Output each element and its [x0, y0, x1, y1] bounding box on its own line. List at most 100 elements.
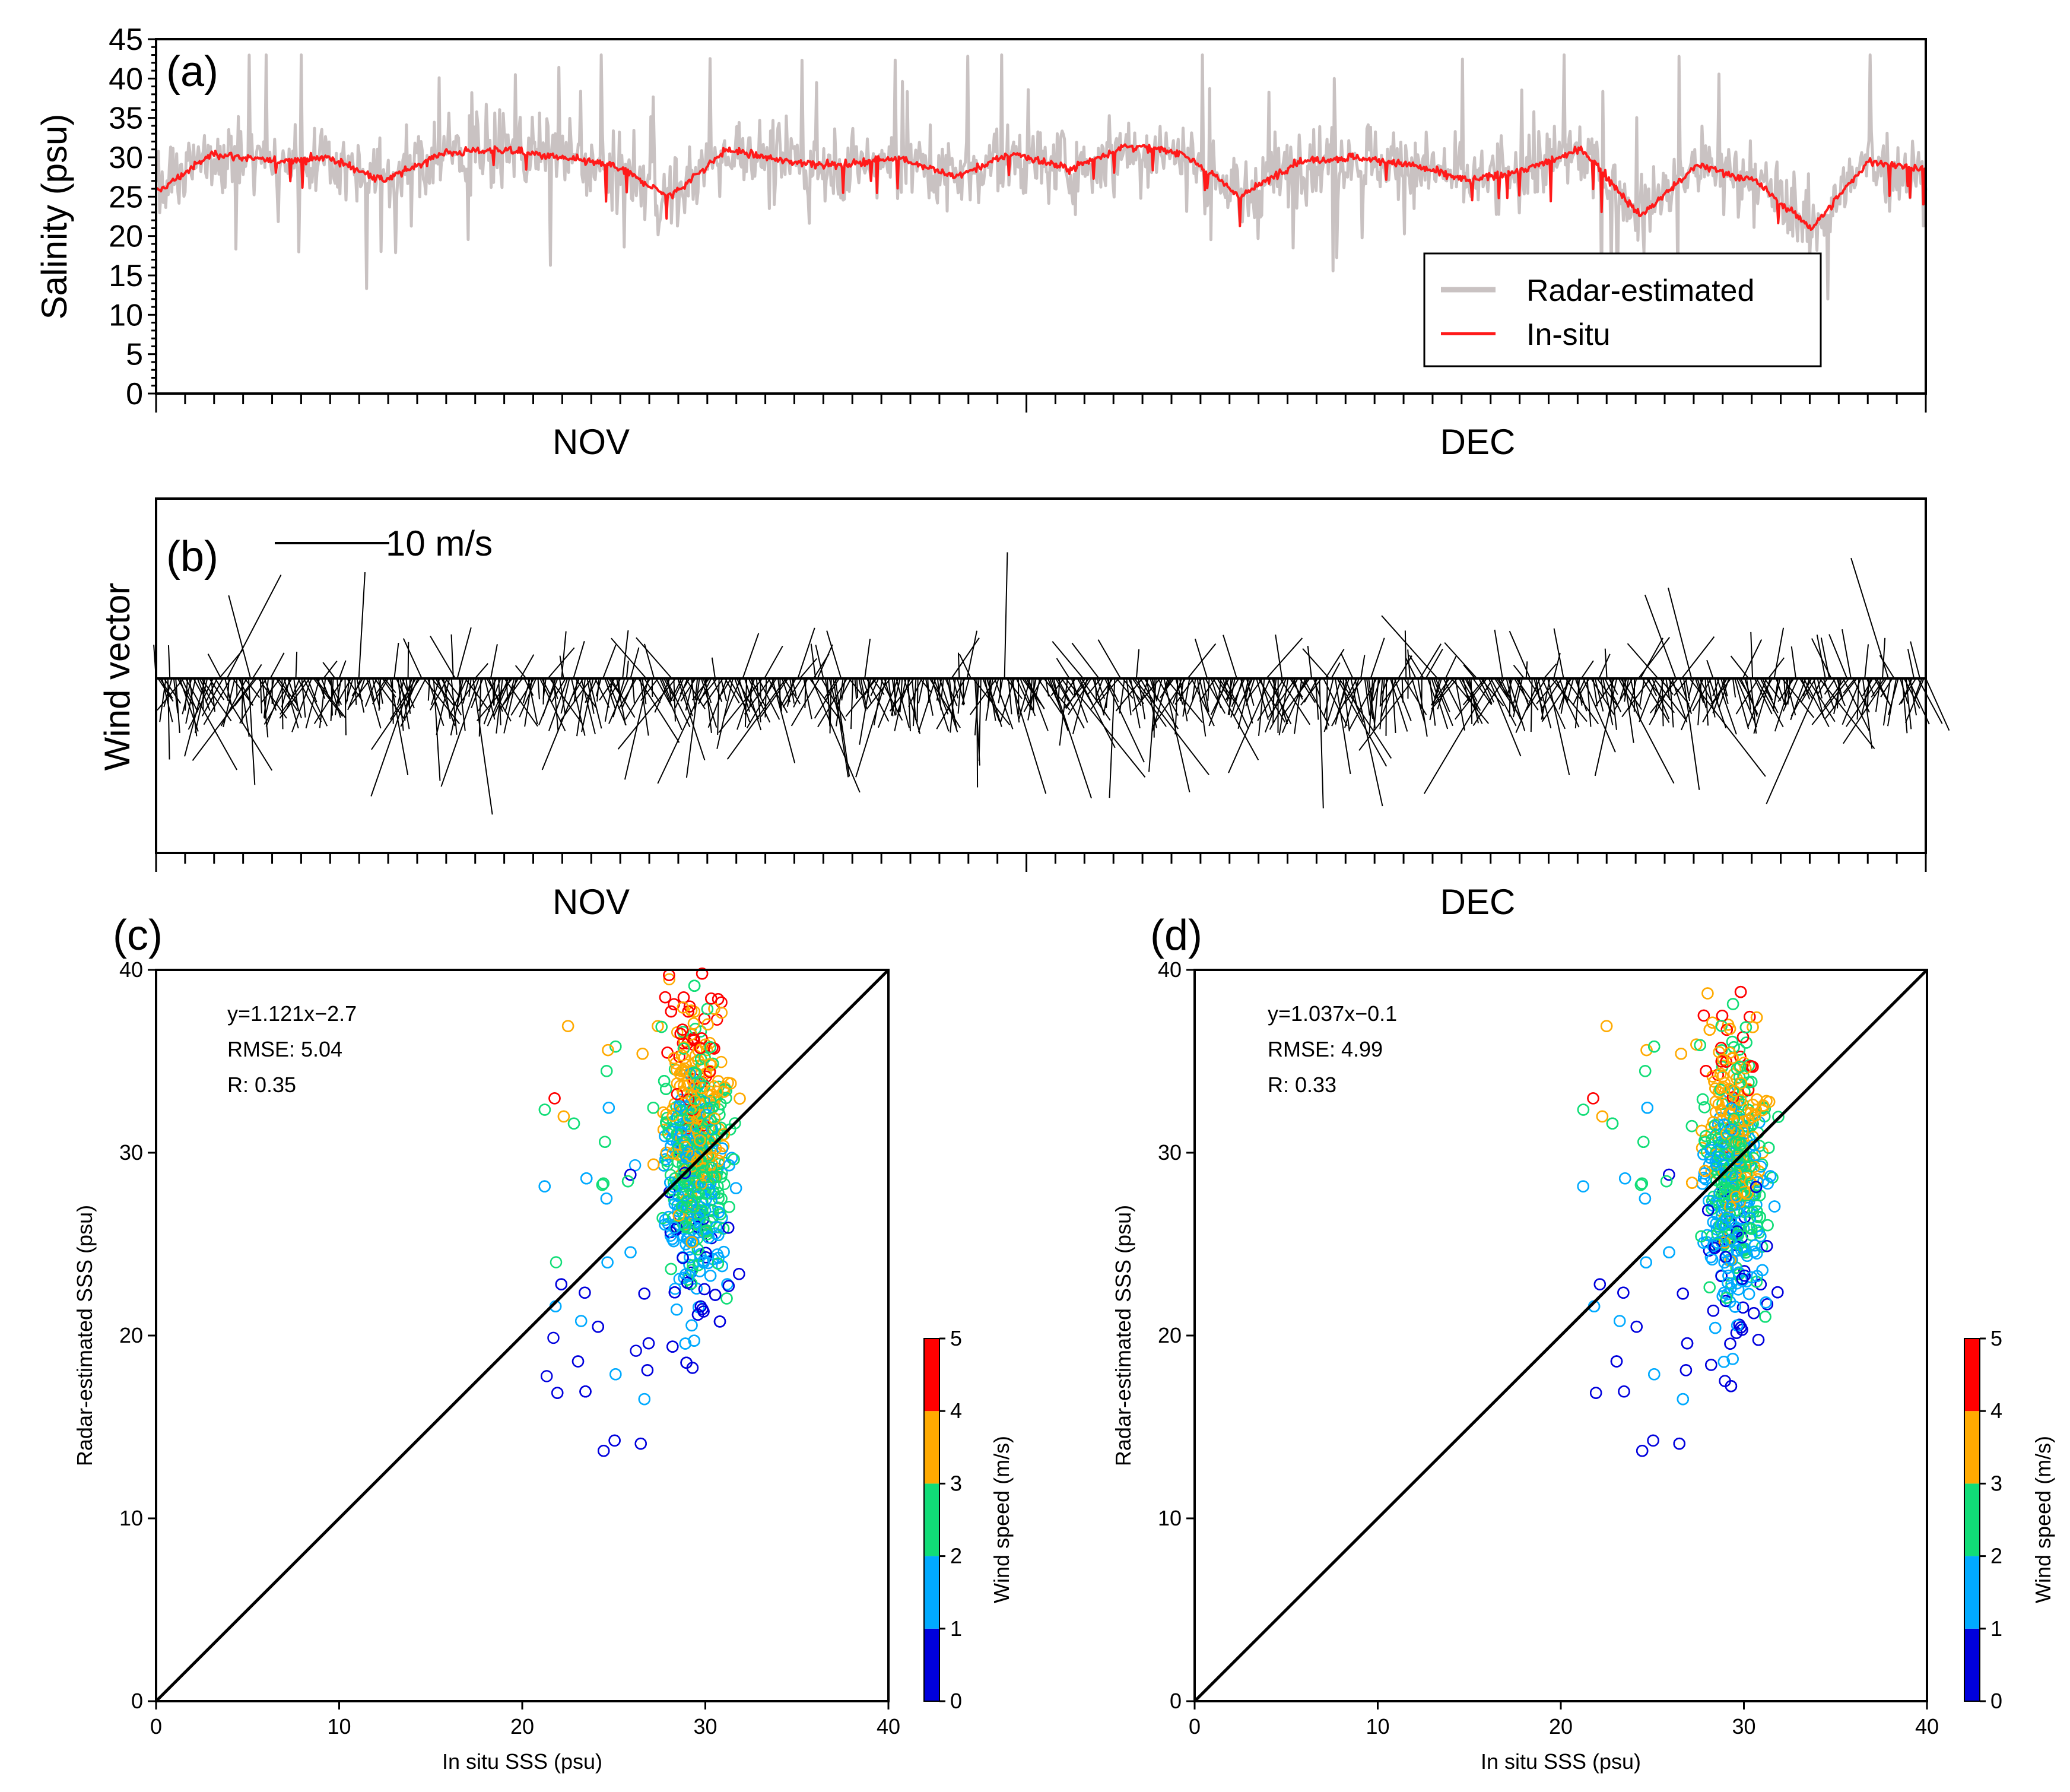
wind-vector	[1640, 637, 1663, 679]
wind-vector	[1057, 678, 1085, 729]
wind-vector	[877, 678, 899, 728]
wind-vector	[1774, 678, 1793, 732]
c-point	[665, 1005, 678, 1018]
wind-vector	[1925, 678, 1950, 731]
wind-vector	[1909, 678, 1917, 716]
c-point	[698, 1283, 711, 1296]
wind-vector	[1132, 678, 1161, 712]
wind-vector	[305, 678, 320, 729]
wind-vector	[450, 678, 464, 736]
wind-vector	[1115, 678, 1143, 712]
wind-vector	[1358, 678, 1415, 751]
panel-c-r: R: 0.35	[227, 1073, 296, 1097]
d-point	[1709, 1095, 1722, 1108]
wind-vector	[194, 678, 208, 734]
wind-vector	[1811, 638, 1832, 679]
wind-vector	[1071, 642, 1100, 679]
wind-vector	[1323, 678, 1334, 716]
wind-vector	[478, 678, 497, 712]
wind-vector	[1190, 678, 1215, 727]
c-point	[642, 1337, 655, 1350]
wind-vector	[440, 678, 480, 787]
a-ytick-label: 40	[109, 62, 143, 96]
c-point	[681, 1276, 694, 1289]
wind-vector	[821, 678, 846, 721]
wind-vector	[1302, 648, 1330, 679]
c-point	[671, 1088, 684, 1100]
wind-vector	[1668, 588, 1693, 679]
wind-vector	[1202, 678, 1209, 713]
c-point	[696, 1195, 709, 1209]
wind-vector	[1488, 678, 1522, 757]
c-point	[669, 1282, 681, 1295]
c-point	[693, 1188, 706, 1200]
wind-vector	[1905, 678, 1912, 730]
wind-vector	[1307, 645, 1313, 679]
wind-vector	[1620, 678, 1627, 700]
wind-vector	[1559, 678, 1569, 704]
c-point	[696, 1032, 708, 1045]
wind-vector	[549, 678, 583, 725]
wind-vector	[301, 678, 306, 718]
d-point	[1747, 1307, 1760, 1320]
wind-vector	[474, 663, 488, 679]
wind-vector	[870, 678, 880, 696]
c-ytick-label: 0	[131, 1689, 143, 1713]
d-colorbar-frame	[1964, 1338, 1980, 1702]
d-point	[1759, 1311, 1771, 1323]
c-point	[682, 1222, 695, 1234]
wind-vector	[827, 678, 831, 727]
wind-vector	[1056, 658, 1070, 679]
d-point	[1723, 1201, 1736, 1213]
wind-vector	[247, 678, 256, 785]
wind-vector	[264, 678, 275, 719]
wind-vector	[184, 678, 189, 711]
wind-vector	[1463, 664, 1476, 679]
wind-vector	[450, 634, 454, 679]
wind-vector	[572, 678, 584, 696]
c-point	[668, 1052, 681, 1064]
wind-vector	[974, 678, 980, 735]
wind-vector	[1683, 678, 1700, 790]
c-ytick-label: 30	[119, 1140, 143, 1165]
wind-vector	[742, 633, 760, 679]
d-point	[1761, 1298, 1774, 1311]
d-point	[1712, 1098, 1725, 1111]
c-point	[540, 1370, 553, 1382]
wind-vector	[1627, 643, 1659, 679]
c-point	[579, 1286, 591, 1299]
c-point	[724, 1077, 737, 1090]
wind-vector	[1639, 678, 1657, 722]
wind-vector	[1842, 629, 1852, 679]
wind-vector	[1050, 678, 1064, 696]
wind-vector	[1245, 678, 1255, 706]
wind-vector	[537, 678, 540, 700]
d-point	[1636, 1444, 1649, 1457]
d-point	[1589, 1387, 1602, 1399]
wind-vector	[1706, 659, 1714, 679]
wind-vector	[814, 678, 840, 719]
wind-vector	[858, 678, 866, 712]
wind-vector	[338, 660, 347, 679]
wind-vector	[456, 627, 472, 679]
wind-vector	[372, 678, 389, 705]
c-colorbar-segment	[924, 1339, 939, 1412]
wind-vector	[1331, 662, 1341, 679]
d-point	[1748, 1239, 1761, 1252]
wind-vector	[961, 678, 970, 705]
d-point	[1697, 1009, 1710, 1022]
wind-vector	[1553, 628, 1564, 679]
wind-vector	[1823, 678, 1834, 708]
panel-d-tag: (d)	[1150, 912, 1202, 959]
wind-vector	[1433, 678, 1453, 727]
wind-vector	[1750, 632, 1754, 679]
wind-vector	[1135, 649, 1140, 679]
c-point	[599, 1136, 611, 1148]
wind-vector	[427, 678, 431, 701]
d-point	[1677, 1287, 1689, 1300]
wind-vector	[573, 640, 585, 679]
c-xtick-label: 40	[877, 1714, 900, 1739]
wind-vector	[1560, 678, 1569, 714]
d-colorbar-segment	[1964, 1483, 1980, 1556]
c-point	[602, 1101, 615, 1114]
